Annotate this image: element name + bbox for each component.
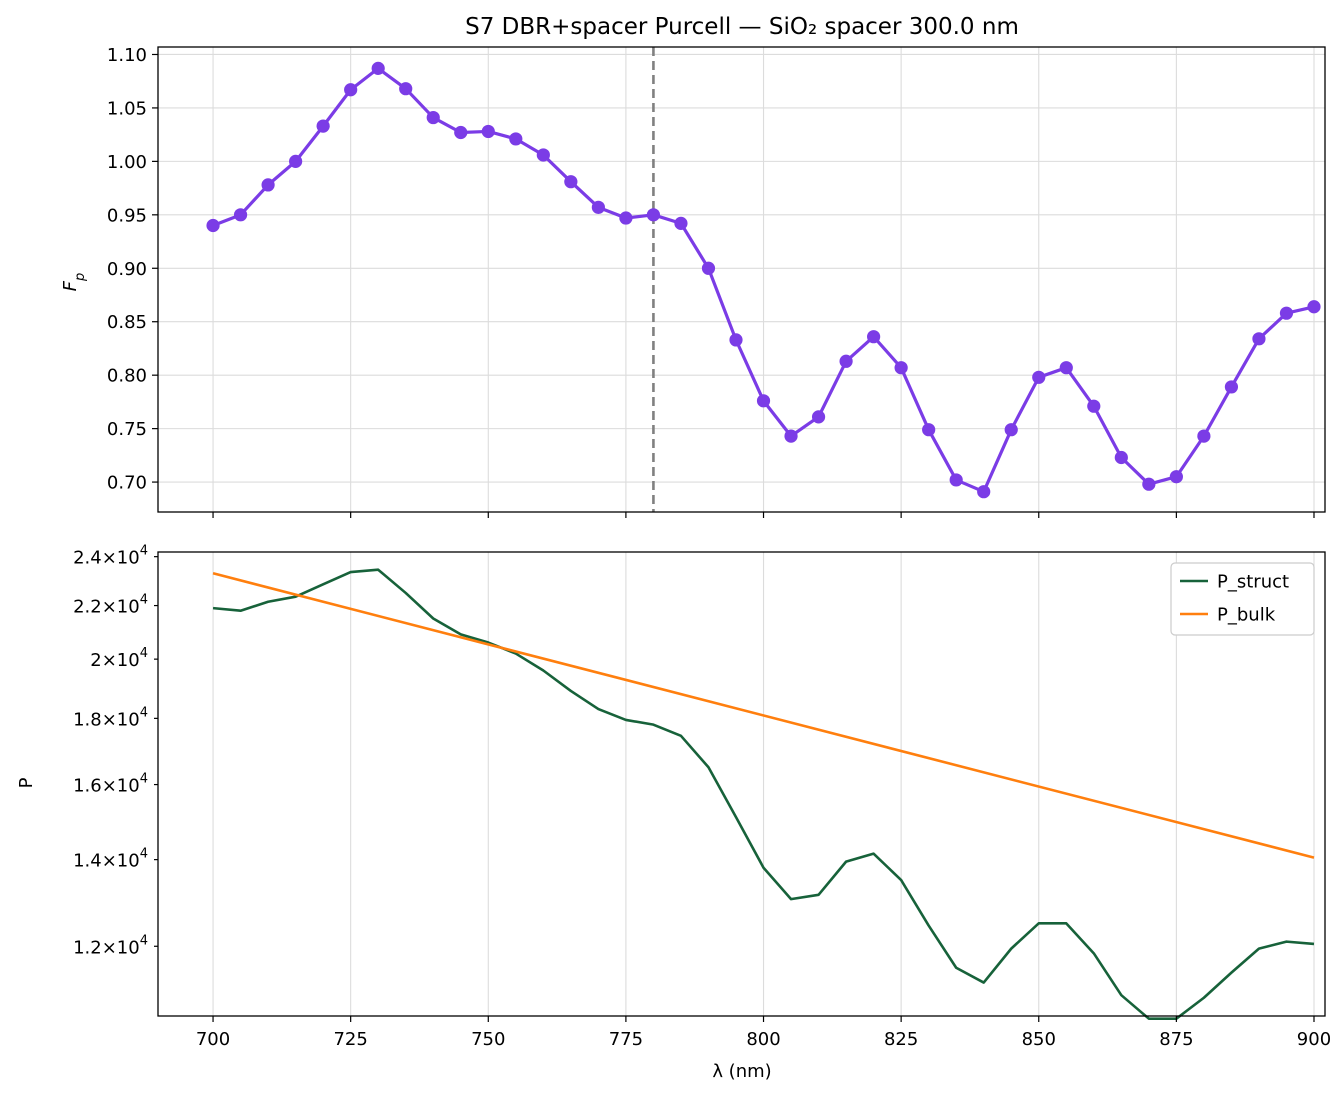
bottom-y-tick-label: 1.6×104 (73, 772, 148, 797)
fp-data-point (1087, 399, 1101, 413)
fp-data-point (481, 124, 495, 139)
fp-data-point (1169, 470, 1183, 484)
fp-data-point (949, 473, 963, 487)
fp-data-point (729, 333, 743, 347)
bottom-y-tick-label: 1.4×104 (73, 847, 148, 872)
fp-data-point (1307, 300, 1321, 314)
top-y-tick-label: 1.05 (107, 98, 147, 119)
fp-data-point (894, 361, 908, 375)
fp-data-point (674, 216, 688, 230)
fp-data-point (811, 410, 826, 424)
bottom-y-axis-label: P (16, 777, 37, 788)
fp-data-point (1032, 370, 1046, 384)
fp-data-point (1197, 429, 1211, 443)
fp-data-point (1059, 361, 1073, 375)
chart-title: S7 DBR+spacer Purcell — SiO₂ spacer 300.… (465, 14, 1019, 40)
legend: P_struct P_bulk (1170, 562, 1315, 636)
x-tick-label: 825 (884, 1029, 918, 1050)
fp-data-point (646, 208, 661, 222)
fp-data-point (399, 82, 413, 96)
fp-data-point (371, 61, 385, 75)
x-tick-label: 775 (609, 1029, 643, 1050)
x-tick-label: 725 (333, 1029, 367, 1050)
fp-data-point (1279, 306, 1294, 320)
x-tick-label: 875 (1159, 1029, 1193, 1050)
top-y-tick-label: 0.80 (107, 366, 147, 387)
fp-data-point (261, 178, 275, 192)
fp-data-point (922, 423, 936, 437)
fp-data-point (509, 132, 523, 146)
top-y-tick-label: 0.75 (107, 419, 147, 440)
fp-data-point (591, 200, 605, 214)
fp-data-point (784, 429, 798, 443)
fp-data-point (344, 83, 358, 97)
fp-data-point (1114, 450, 1128, 465)
bottom-y-tick-label: 2.4×104 (73, 544, 148, 569)
top-y-axis-label: Fp (60, 273, 88, 292)
top-y-tick-label: 0.70 (107, 473, 147, 494)
x-tick-label: 750 (471, 1029, 505, 1050)
bottom-panel: 700 725 750 775 800 825 850 875 900 1.2×104 1.4×10… (73, 544, 1331, 1050)
x-tick-label: 850 (1022, 1029, 1056, 1050)
fp-data-point (867, 330, 881, 344)
bottom-y-tick-label: 1.2×104 (73, 933, 148, 958)
p-bulk-line (212, 572, 1315, 859)
fp-data-point (977, 485, 991, 499)
fp-data-point (1224, 380, 1239, 394)
fp-data-point (756, 394, 771, 408)
fp-data-point (1004, 423, 1018, 437)
bottom-y-tick-label: 2×104 (90, 646, 148, 671)
fp-data-point (536, 148, 550, 162)
top-plot-frame (157, 46, 1326, 513)
fp-data-point (701, 261, 716, 275)
bottom-y-tick-label: 1.8×104 (73, 705, 148, 730)
fp-data-point (426, 110, 440, 125)
fp-data-point (233, 208, 248, 222)
top-y-tick-label: 0.85 (107, 312, 147, 333)
legend-label-p-bulk: P_bulk (1217, 605, 1276, 626)
fp-data-point (839, 354, 853, 368)
fp-data-point (619, 211, 633, 225)
bottom-y-tick-label: 2.2×104 (73, 593, 148, 618)
fp-data-point (454, 125, 468, 140)
fp-data-point (289, 154, 303, 168)
fp-data-point (1142, 477, 1156, 491)
x-tick-label: 800 (746, 1029, 780, 1050)
x-tick-label: 700 (196, 1029, 230, 1050)
p-struct-line (212, 568, 1315, 1020)
top-y-tick-label: 0.90 (107, 259, 147, 280)
top-y-tick-label: 1.10 (107, 45, 147, 66)
top-y-tick-label: 1.00 (107, 152, 147, 173)
x-tick-label: 900 (1297, 1029, 1331, 1050)
top-y-tick-label: 0.95 (107, 205, 147, 226)
fp-data-point (206, 218, 220, 233)
top-panel: 0.70 0.75 0.80 0.85 0.90 0.95 1.00 1.05 1.10 (107, 45, 1326, 518)
legend-label-p-struct: P_struct (1217, 572, 1289, 593)
fp-data-point (1252, 332, 1266, 346)
fp-data-point (564, 175, 578, 189)
x-axis-label: λ (nm) (712, 1061, 771, 1082)
fp-data-point (316, 119, 330, 133)
